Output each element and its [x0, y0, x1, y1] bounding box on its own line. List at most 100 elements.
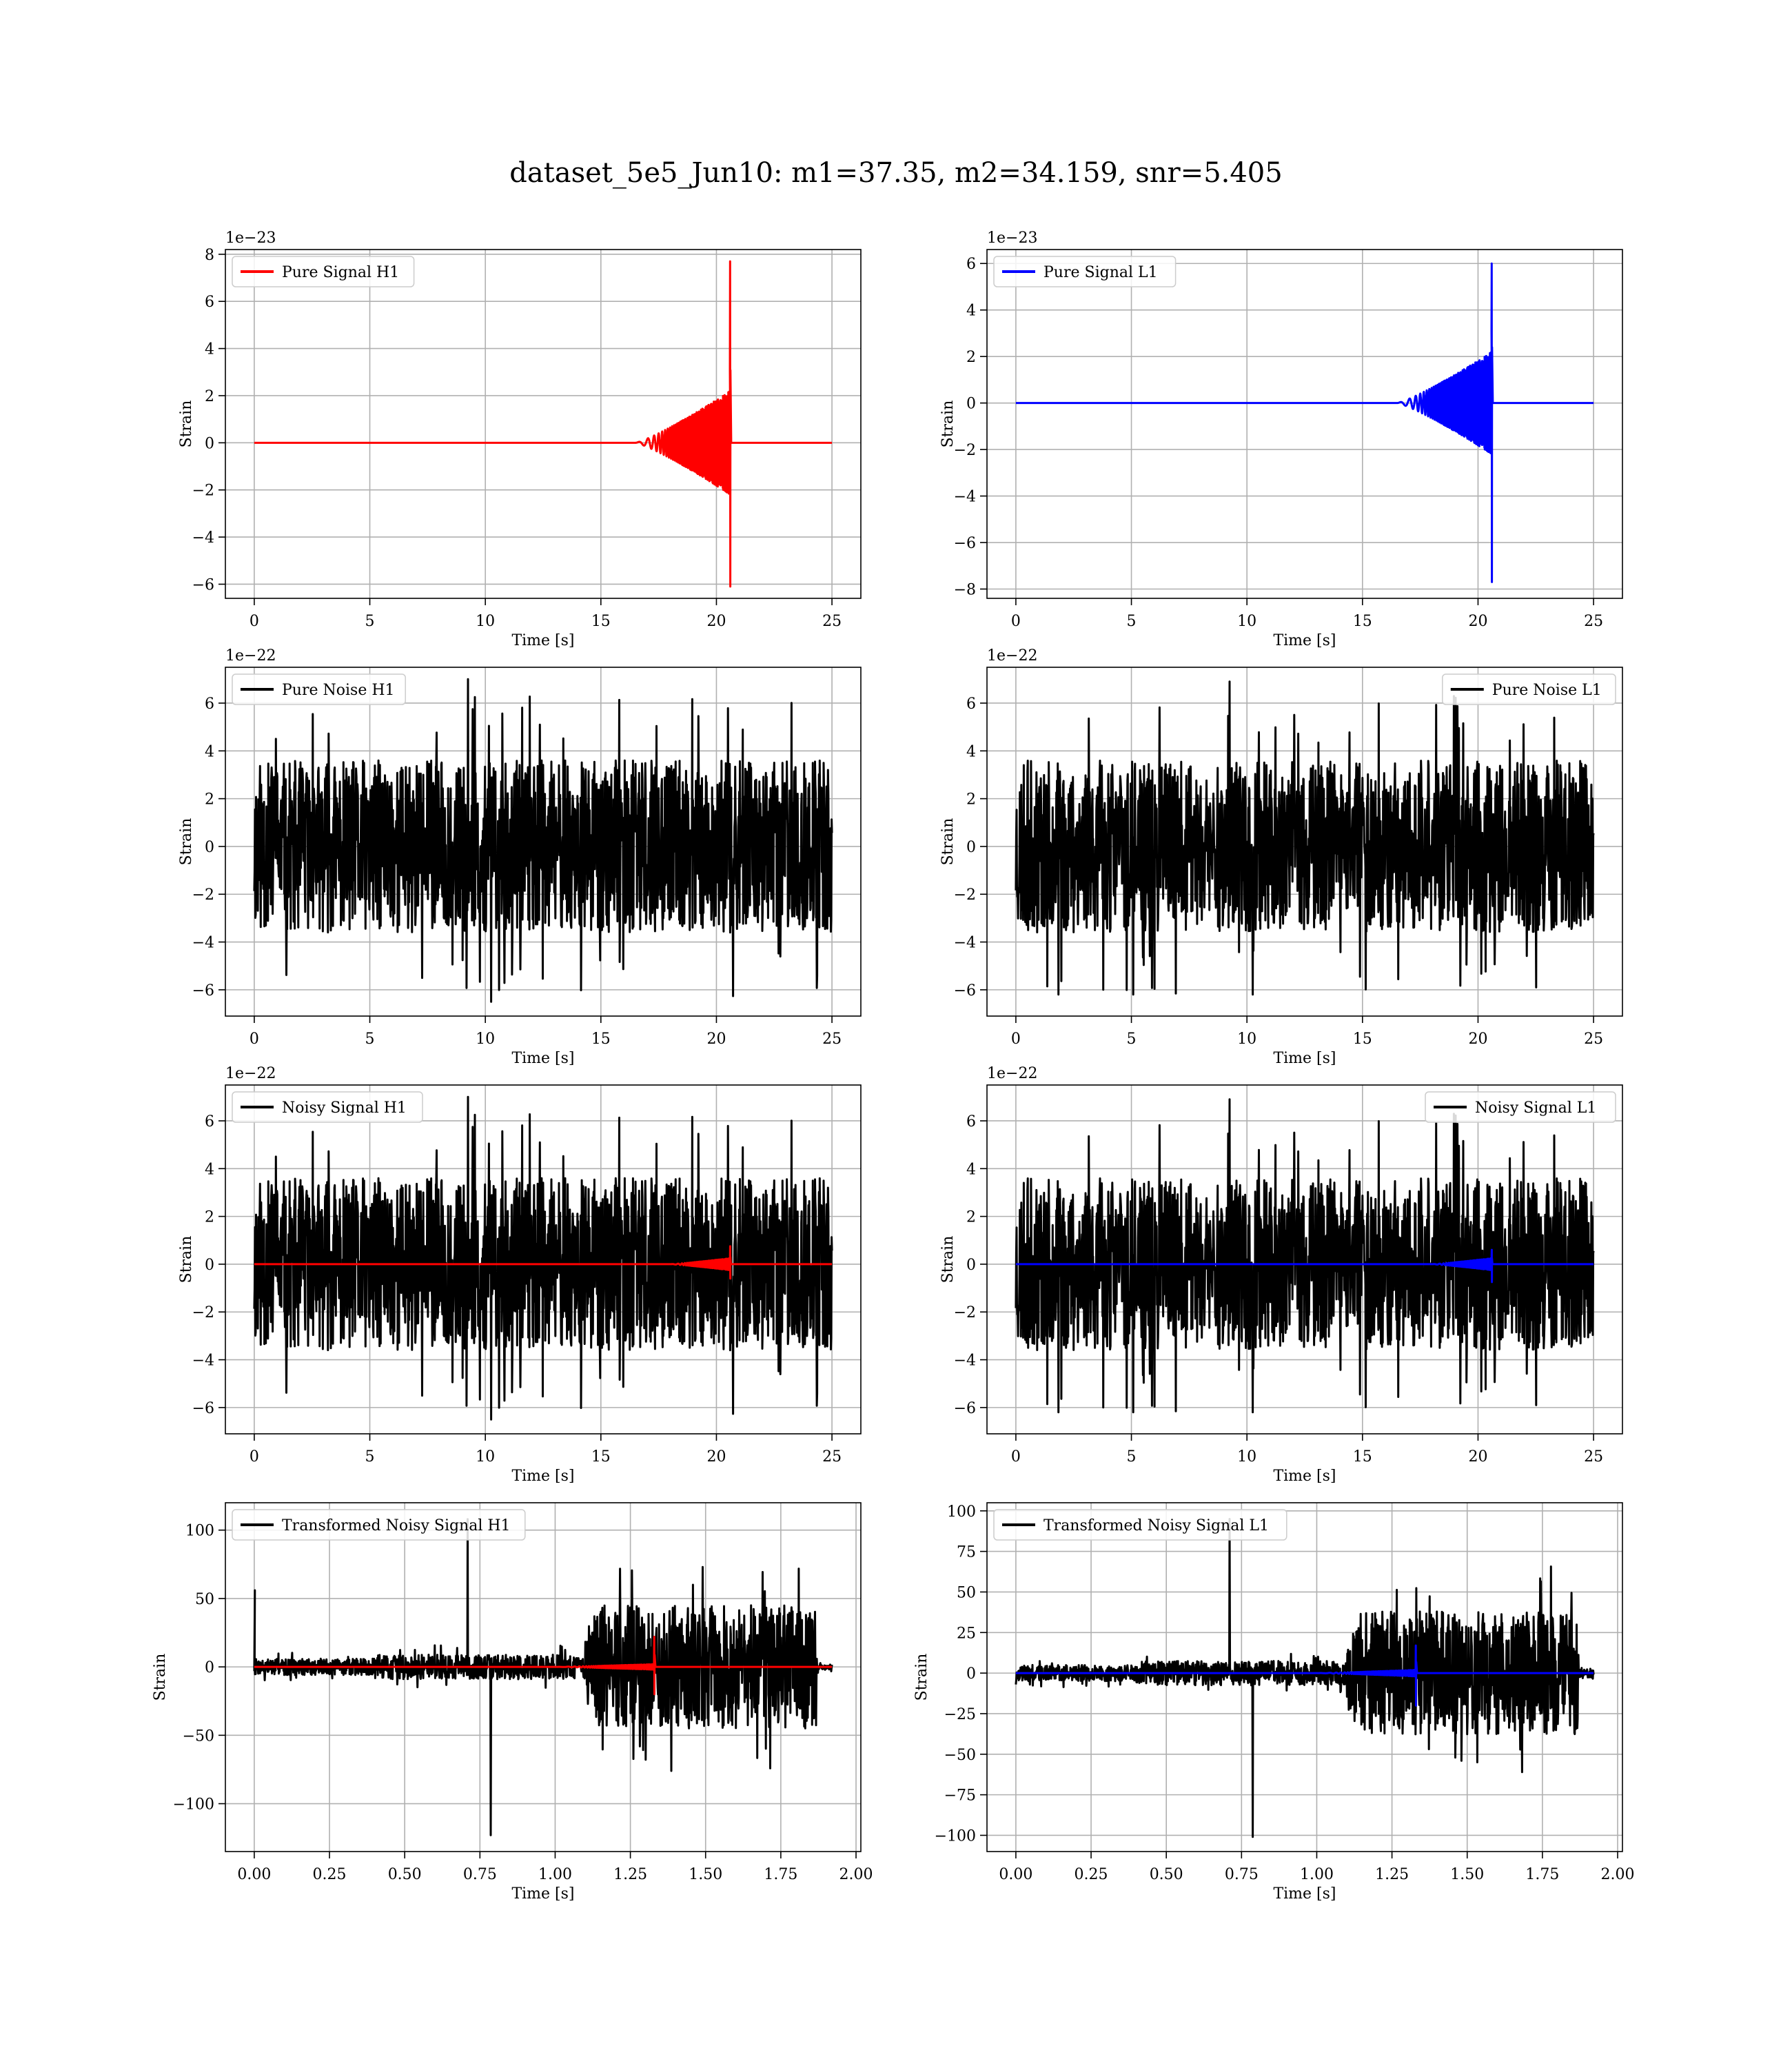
chart-noisy-signal-h1: 0 5 10 15 20 25 −6 −4 −2 0 2 4 6 Time [s] Strain 1e−22 N… [178, 1065, 862, 1485]
x-tick-label: 15 [591, 613, 611, 630]
x-tick-label: 10 [1237, 1031, 1256, 1048]
plot-area [254, 260, 833, 588]
x-tick-label: 1.25 [1375, 1866, 1409, 1883]
x-tick-label: 0 [1011, 1448, 1021, 1466]
y-tick-label: 2 [205, 1209, 214, 1226]
y-tick-label: 4 [966, 743, 976, 760]
x-tick-label: 10 [476, 1031, 495, 1048]
legend-box [993, 256, 1177, 287]
x-tick-label: 15 [1353, 1448, 1372, 1466]
x-axis-label: Time [s] [511, 1885, 574, 1903]
y-tick-label: −6 [954, 1400, 976, 1417]
chart-pure-noise-h1: 0 5 10 15 20 25 −6 −4 −2 0 2 4 6 Time [s] Strain 1e−22 P… [178, 647, 862, 1067]
x-tick-label: 0.25 [1075, 1866, 1108, 1883]
x-tick-label: 1.00 [1300, 1866, 1334, 1883]
y-tick-label: 100 [185, 1523, 214, 1540]
offset-text: 1e−23 [987, 230, 1037, 247]
x-tick-label: 15 [591, 1031, 611, 1048]
axes-frame [986, 1084, 1623, 1435]
legend-box [1425, 1091, 1616, 1123]
y-tick-label: −6 [192, 1400, 214, 1417]
legend: Pure Noise H1 [232, 673, 406, 705]
y-tick-label: 0 [966, 839, 976, 856]
x-axis-label: Time [s] [511, 632, 574, 649]
x-tick-label: 0 [250, 1448, 259, 1466]
y-tick-label: −100 [935, 1827, 976, 1845]
y-axis-label: Strain [939, 401, 957, 448]
legend-label: Pure Signal L1 [1043, 264, 1158, 281]
y-axis-label: Strain [178, 401, 195, 448]
chart-pure-signal-l1: 0 5 10 15 20 25 −8 −6 −4 −2 0 2 4 6 Time [s] Strain 1e−2… [939, 230, 1623, 649]
y-tick-label: −6 [192, 576, 214, 594]
y-tick-label: 2 [205, 791, 214, 809]
y-tick-label: −25 [944, 1706, 976, 1723]
x-tick-label: 20 [706, 1031, 726, 1048]
series-line-signal-overlay-1 [1015, 1644, 1594, 1707]
y-tick-label: −2 [192, 886, 214, 904]
y-axis-label: Strain [913, 1654, 930, 1701]
y-tick-label: −4 [192, 935, 214, 952]
y-tick-label: 25 [957, 1625, 976, 1642]
y-tick-label: 0 [205, 435, 214, 452]
series-line-transformed-noisy-signal-h1 [253, 1518, 833, 1836]
series-line-pure-noise-h1 [253, 678, 833, 1003]
x-tick-label: 15 [1353, 1031, 1372, 1048]
series-line-signal-overlay-1 [1015, 1248, 1594, 1284]
x-tick-label: 1.25 [613, 1866, 647, 1883]
y-tick-label: 2 [966, 1209, 976, 1226]
x-tick-label: 2.00 [839, 1866, 873, 1883]
x-tick-label: 5 [1127, 613, 1137, 630]
y-tick-label: 50 [957, 1584, 976, 1601]
y-tick-label: −2 [192, 1304, 214, 1321]
legend-label: Noisy Signal H1 [282, 1099, 407, 1117]
legend-box [1442, 673, 1616, 705]
legend: Pure Signal L1 [993, 256, 1177, 287]
axes-frame [986, 1502, 1623, 1852]
x-tick-label: 15 [591, 1448, 611, 1466]
y-tick-label: 4 [205, 743, 214, 760]
y-tick-label: 0 [205, 1257, 214, 1274]
y-tick-label: −2 [954, 1304, 976, 1321]
y-tick-label: 0 [205, 1659, 214, 1676]
chart-pure-noise-l1: 0 5 10 15 20 25 −6 −4 −2 0 2 4 6 Time [s] Strain 1e−22 P… [939, 647, 1623, 1067]
y-axis-label: Strain [939, 1236, 957, 1284]
x-tick-label: 1.75 [764, 1866, 797, 1883]
y-axis-label: Strain [152, 1654, 169, 1701]
y-tick-label: 2 [966, 791, 976, 809]
x-tick-label: 1.50 [689, 1866, 722, 1883]
y-tick-label: 0 [966, 396, 976, 413]
x-tick-label: 5 [365, 1448, 375, 1466]
y-tick-label: −4 [954, 1352, 976, 1370]
y-axis-label: Strain [178, 1236, 195, 1284]
y-tick-label: 4 [205, 341, 214, 358]
legend: Noisy Signal H1 [232, 1091, 423, 1123]
series-line-noisy-signal-h1 [253, 1095, 833, 1421]
x-axis-label: Time [s] [511, 1468, 574, 1485]
y-axis-label: Strain [939, 818, 957, 866]
x-tick-label: 0.25 [313, 1866, 347, 1883]
x-tick-label: 20 [1468, 1031, 1487, 1048]
offset-text: 1e−22 [987, 1065, 1037, 1082]
axes-frame [225, 667, 862, 1017]
legend-box [232, 1509, 526, 1541]
y-tick-label: −2 [954, 442, 976, 459]
chart-pure-signal-h1: 0 5 10 15 20 25 −6 −4 −2 0 2 4 6 8 Time [s] Strain 1e−23… [178, 230, 862, 649]
legend-label: Transformed Noisy Signal L1 [1043, 1517, 1269, 1534]
y-tick-label: 0 [966, 1665, 976, 1683]
series-line-pure-signal-h1 [254, 260, 833, 588]
offset-text: 1e−23 [225, 230, 276, 247]
x-tick-label: 5 [365, 613, 375, 630]
x-tick-label: 20 [706, 613, 726, 630]
y-tick-label: −50 [944, 1747, 976, 1764]
x-tick-label: 1.00 [538, 1866, 572, 1883]
plot-area [1015, 262, 1594, 583]
x-tick-label: 10 [476, 613, 495, 630]
x-tick-label: 0 [1011, 613, 1021, 630]
plot-area [253, 1095, 833, 1421]
x-tick-label: 0.00 [237, 1866, 271, 1883]
axes-frame [986, 249, 1623, 599]
axes-frame [225, 1502, 862, 1852]
y-tick-label: −6 [192, 982, 214, 1000]
y-tick-label: −2 [192, 483, 214, 500]
x-tick-label: 25 [822, 1031, 842, 1048]
